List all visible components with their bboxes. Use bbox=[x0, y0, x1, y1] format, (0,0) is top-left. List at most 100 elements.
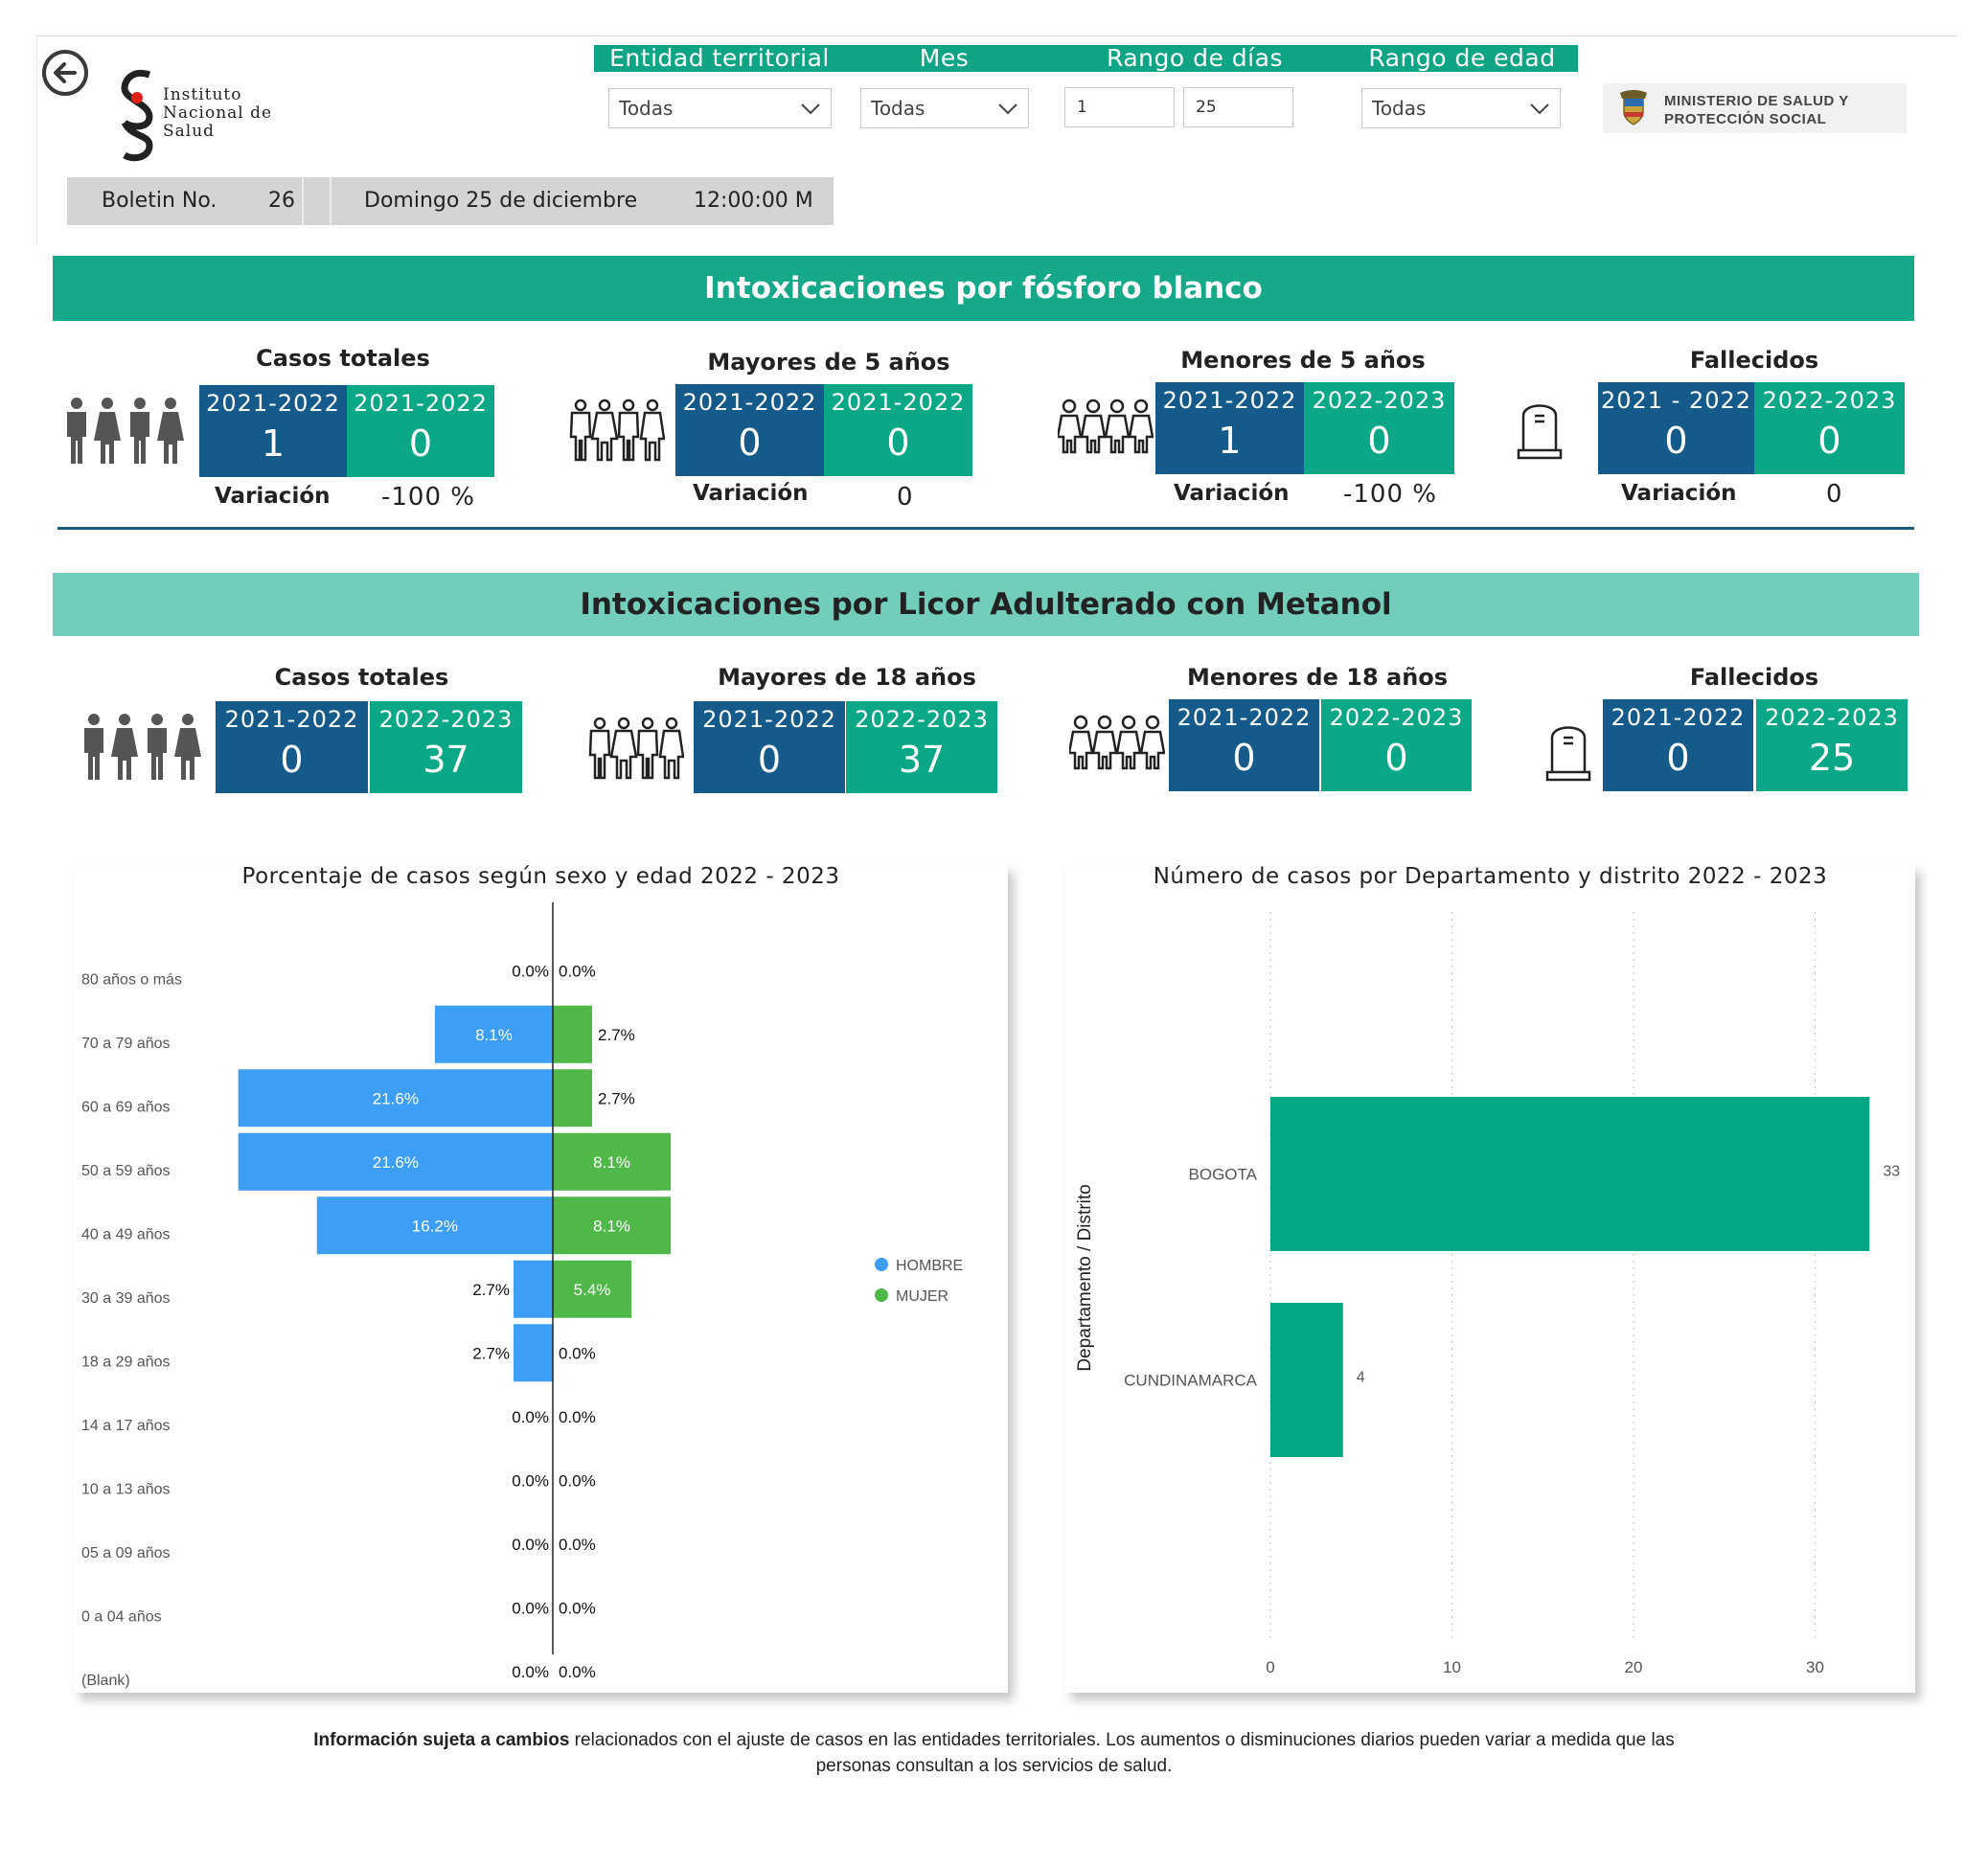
ins-logo-line-1: Instituto bbox=[163, 85, 242, 104]
dias-from-input[interactable]: 1 bbox=[1064, 87, 1175, 127]
data-label-mujer: 8.1% bbox=[593, 1153, 630, 1172]
ins-logo-line-3: Salud bbox=[163, 122, 216, 141]
chevron-down-icon bbox=[801, 103, 820, 115]
report-frame-left bbox=[36, 35, 37, 246]
bar-hombre bbox=[316, 1196, 553, 1255]
kpi-title: Fallecidos bbox=[1689, 664, 1819, 691]
kpi-value: 0 bbox=[738, 421, 762, 464]
bar-mujer bbox=[553, 1196, 672, 1255]
entidad-dropdown[interactable]: Todas bbox=[608, 88, 832, 128]
age-category-label: 14 a 17 años bbox=[81, 1418, 171, 1434]
people-icon bbox=[63, 397, 188, 469]
kpi-box-2021: 2021-2022 0 bbox=[675, 384, 824, 476]
kpi-value: 37 bbox=[423, 739, 469, 781]
chart-sexo-edad-card: Porcentaje de casos según sexo y edad 20… bbox=[74, 864, 1008, 1693]
ins-logo-line-2: Nacional de bbox=[163, 103, 273, 123]
children-icon bbox=[1056, 399, 1154, 460]
age-category-label: 05 a 09 años bbox=[81, 1545, 171, 1561]
back-button[interactable] bbox=[42, 50, 88, 96]
data-label-hombre: 21.6% bbox=[373, 1153, 419, 1172]
ins-logo: Instituto Nacional de Salud bbox=[115, 65, 307, 166]
kpi-title: Menores de 5 años bbox=[1180, 347, 1426, 374]
bar-mujer bbox=[553, 1260, 632, 1318]
kpi-box-2022: 2021-2022 0 bbox=[347, 385, 494, 477]
kpi-year: 2022-2023 bbox=[1329, 704, 1464, 731]
data-label-mujer: 0.0% bbox=[559, 962, 596, 980]
kpi-box-2021: 2021-2022 1 bbox=[199, 385, 347, 477]
kpi-year: 2021-2022 bbox=[224, 706, 359, 733]
filter-rango-edad-label: Rango de edad bbox=[1346, 45, 1578, 72]
kpi-title: Casos totales bbox=[256, 345, 430, 372]
kpi-value: 37 bbox=[898, 739, 946, 781]
data-label-mujer: 0.0% bbox=[559, 1536, 596, 1554]
chevron-down-icon bbox=[1530, 103, 1549, 115]
data-label-hombre: 0.0% bbox=[512, 962, 549, 980]
entidad-dropdown-value: Todas bbox=[619, 97, 674, 120]
kpi-year: 2021-2022 bbox=[354, 390, 488, 417]
kpi-box-2022: 2022-2023 37 bbox=[370, 701, 522, 793]
kpi-value: 25 bbox=[1808, 737, 1856, 779]
departamento-label: BOGOTA bbox=[1189, 1166, 1258, 1184]
age-category-label: 50 a 59 años bbox=[81, 1163, 171, 1179]
dias-to-input[interactable]: 25 bbox=[1183, 87, 1293, 127]
tombstone-icon bbox=[1516, 395, 1564, 464]
kpi-box-2022: 2022-2023 25 bbox=[1756, 699, 1908, 791]
kpi-value: 0 bbox=[1384, 737, 1408, 779]
bar-hombre bbox=[513, 1260, 553, 1318]
children-icon bbox=[1067, 715, 1166, 776]
kpi-year: 2021 - 2022 bbox=[1600, 387, 1752, 414]
bulletin-bar: Boletin No. 26 Domingo 25 de diciembre 1… bbox=[67, 177, 834, 225]
mes-dropdown[interactable]: Todas bbox=[860, 88, 1029, 128]
mes-dropdown-value: Todas bbox=[871, 97, 925, 120]
kpi-title: Mayores de 18 años bbox=[718, 664, 976, 691]
kpi-box-2022: 2022-2023 0 bbox=[1304, 382, 1454, 474]
people-icon bbox=[80, 713, 205, 786]
age-category-label: 30 a 39 años bbox=[81, 1290, 171, 1307]
edad-dropdown-value: Todas bbox=[1372, 97, 1427, 120]
kpi-year: 2021-2022 bbox=[1177, 704, 1312, 731]
bulletin-number: 26 bbox=[268, 189, 295, 213]
kpi-value: 0 bbox=[1664, 420, 1688, 462]
legend-mujer-marker bbox=[875, 1288, 888, 1302]
data-label: 33 bbox=[1883, 1164, 1900, 1180]
data-label-hombre: 0.0% bbox=[512, 1663, 549, 1681]
bar-hombre bbox=[238, 1069, 553, 1128]
kpi-year: 2021-2022 bbox=[682, 389, 817, 416]
data-label-hombre: 8.1% bbox=[475, 1026, 513, 1044]
x-tick-label: 10 bbox=[1443, 1658, 1461, 1676]
ministry-logo-line-2: PROTECCIÓN SOCIAL bbox=[1664, 111, 1827, 127]
ministry-logo-line-1: MINISTERIO DE SALUD Y bbox=[1664, 93, 1849, 109]
footnote: Información sujeta a cambios relacionado… bbox=[287, 1727, 1701, 1779]
data-label-hombre: 0.0% bbox=[512, 1536, 549, 1554]
departamento-bar-chart: 0 10 20 30 BOGOTA 33 CUNDINAMARCA 4 Departamento… bbox=[1075, 912, 1900, 1676]
edad-dropdown[interactable]: Todas bbox=[1361, 88, 1561, 128]
variation-value: 0 bbox=[1826, 480, 1843, 509]
age-category-label: 40 a 49 años bbox=[81, 1226, 171, 1242]
arrow-left-icon bbox=[54, 62, 77, 83]
age-category-label: 18 a 29 años bbox=[81, 1354, 171, 1370]
tombstone-icon bbox=[1544, 717, 1592, 786]
variation-label: Variación bbox=[215, 484, 331, 509]
kpi-value: 0 bbox=[1666, 737, 1690, 779]
data-label-mujer: 2.7% bbox=[598, 1026, 635, 1044]
bar-mujer bbox=[553, 1132, 672, 1191]
bar-departamento bbox=[1270, 1303, 1343, 1457]
bar-mujer bbox=[553, 1069, 593, 1128]
bar-departamento bbox=[1270, 1097, 1870, 1251]
kpi-title: Casos totales bbox=[274, 664, 449, 691]
coat-of-arms-icon bbox=[1620, 90, 1647, 125]
variation-label: Variación bbox=[693, 481, 809, 506]
y-axis-label: Departamento / Distrito bbox=[1075, 1184, 1095, 1371]
kpi-year: 2021-2022 bbox=[702, 706, 836, 733]
kpi-value: 0 bbox=[886, 421, 910, 464]
legend-hombre-marker bbox=[875, 1258, 888, 1271]
age-category-label: 0 a 04 años bbox=[81, 1608, 162, 1625]
section-divider bbox=[57, 527, 1914, 530]
kpi-box-2022: 2022-2023 0 bbox=[1754, 382, 1905, 474]
kpi-value: 0 bbox=[1232, 737, 1256, 779]
filter-entidad-label: Entidad territorial bbox=[594, 45, 845, 72]
ins-mark-icon bbox=[121, 70, 153, 162]
data-label-hombre: 21.6% bbox=[373, 1089, 419, 1107]
kpi-value: 0 bbox=[757, 739, 782, 781]
kpi-year: 2021-2022 bbox=[831, 389, 966, 416]
